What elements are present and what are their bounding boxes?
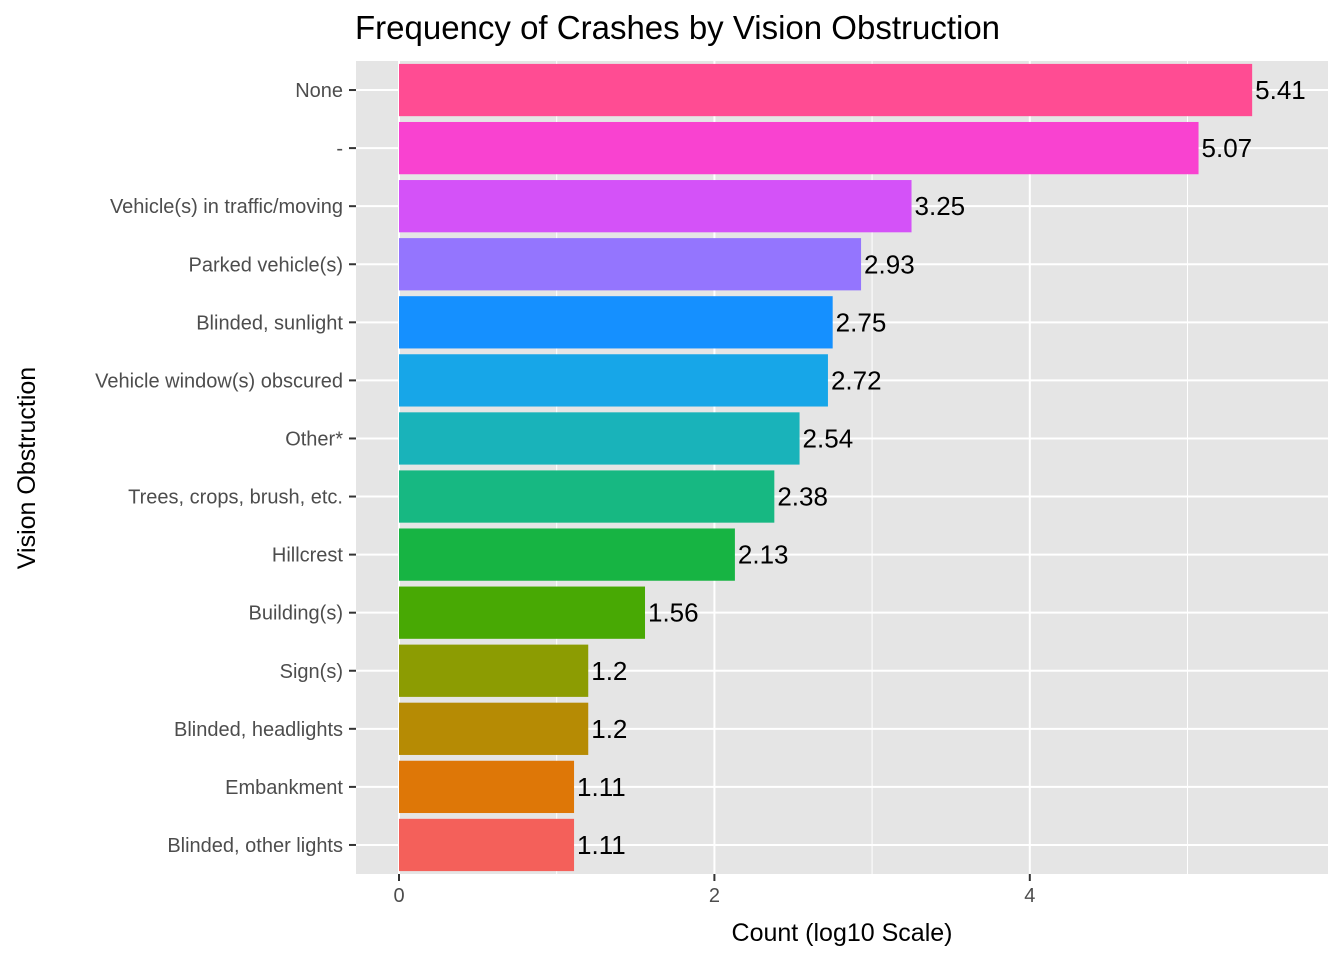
bar (399, 760, 575, 814)
x-axis-title: Count (log10 Scale) (732, 919, 953, 947)
data-label: 2.13 (738, 540, 789, 570)
y-tick-label: Other* (285, 428, 343, 450)
y-tick-label: Blinded, other lights (167, 835, 343, 857)
data-label: 2.72 (831, 365, 882, 395)
x-tick-label: 0 (393, 885, 404, 907)
bar (399, 121, 1199, 175)
data-labels-group: 5.415.07 3.252.93 2.75 2.72 2.54 2.38 2.13 1.56… (577, 75, 1306, 860)
bar (399, 296, 833, 349)
bar (399, 528, 735, 581)
bars-group (399, 63, 1253, 872)
x-tick-label: 4 (1024, 885, 1035, 907)
bar (399, 644, 589, 697)
y-tick-label: Embankment (225, 777, 343, 799)
y-tick-label: None (295, 80, 343, 102)
data-label: 2.75 (836, 307, 887, 337)
data-label: 1.11 (577, 772, 626, 802)
y-tick-label: Hillcrest (272, 545, 344, 567)
data-label: 2.38 (777, 482, 828, 512)
bar (399, 354, 828, 407)
x-tick-label: 2 (709, 885, 720, 907)
bar (399, 63, 1253, 117)
y-tick-label: Trees, crops, brush, etc. (128, 487, 343, 509)
y-tick-label: Building(s) (249, 603, 343, 625)
data-label: 2.93 (864, 249, 915, 279)
y-tick-label: Sign(s) (280, 661, 343, 683)
x-axis: 0 2 4 (393, 874, 1035, 907)
data-label: 1.2 (591, 714, 627, 744)
data-label: 1.2 (591, 656, 627, 686)
bar (399, 470, 775, 523)
y-tick-label: Blinded, headlights (174, 719, 343, 741)
y-axis: None - Vehicle(s) in traffic/moving Parked … (95, 80, 356, 857)
bar (399, 412, 800, 465)
bar (399, 818, 575, 872)
y-tick-label: Parked vehicle(s) (188, 254, 343, 276)
data-label: 3.25 (915, 191, 966, 221)
bar (399, 180, 912, 233)
chart-title: Frequency of Crashes by Vision Obstructi… (355, 9, 1000, 46)
y-tick-label: - (336, 138, 343, 160)
data-label: 5.41 (1255, 75, 1306, 105)
y-tick-label: Vehicle window(s) obscured (95, 370, 343, 392)
y-tick-label: Vehicle(s) in traffic/moving (110, 196, 343, 218)
y-axis-title: Vision Obstruction (13, 367, 41, 569)
bar (399, 238, 862, 291)
data-label: 1.11 (577, 830, 626, 860)
data-label: 2.54 (803, 423, 854, 453)
y-tick-label: Blinded, sunlight (196, 312, 343, 334)
data-label: 1.56 (648, 598, 699, 628)
bar (399, 702, 589, 755)
bar (399, 586, 646, 639)
data-label: 5.07 (1202, 133, 1253, 163)
